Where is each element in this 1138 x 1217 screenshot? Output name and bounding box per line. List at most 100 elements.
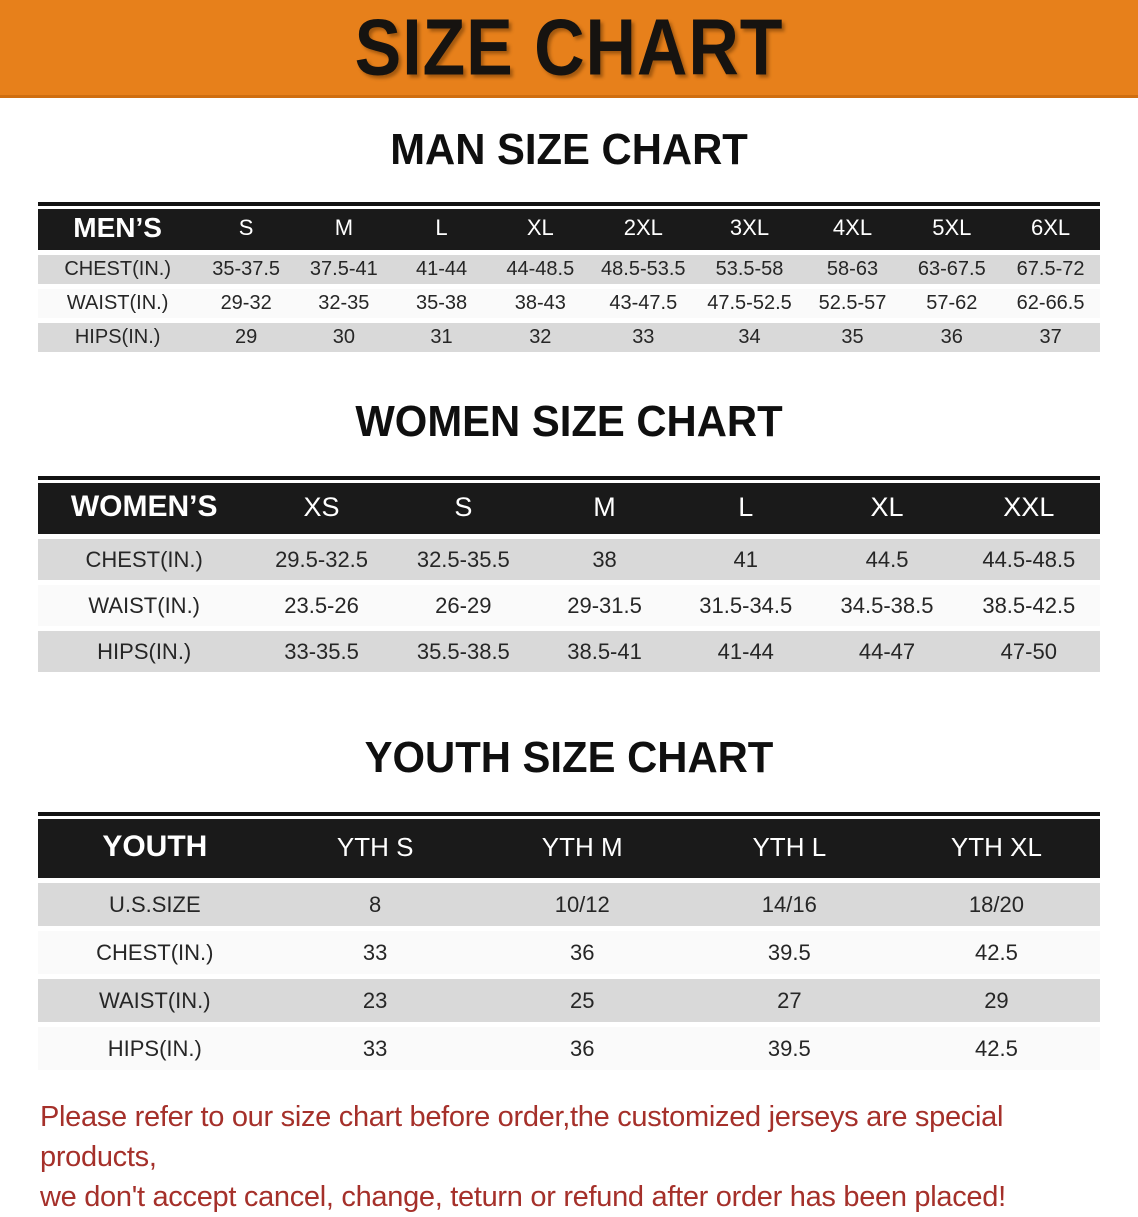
women-cell: 34.5-38.5 bbox=[816, 585, 958, 626]
men-cell: 37 bbox=[1001, 323, 1100, 352]
women-cell: 23.5-26 bbox=[250, 585, 393, 626]
men-cell: 47.5-52.5 bbox=[696, 289, 803, 318]
men-cell: 52.5-57 bbox=[802, 289, 903, 318]
men-cell: 31 bbox=[392, 323, 491, 352]
women-col-header: XXL bbox=[957, 476, 1100, 534]
women-cell: 33-35.5 bbox=[250, 631, 393, 672]
women-cell: 38 bbox=[533, 539, 676, 580]
women-cell: 26-29 bbox=[392, 585, 534, 626]
women-col-header: XL bbox=[816, 476, 958, 534]
youth-cell: 36 bbox=[478, 1027, 686, 1070]
youth-cell: 39.5 bbox=[685, 1027, 893, 1070]
row-label: CHEST(IN.) bbox=[38, 255, 198, 284]
youth-cell: 23 bbox=[271, 979, 479, 1022]
men-col-header: 6XL bbox=[1001, 202, 1100, 250]
men-size-table: MEN’S S M L XL 2XL 3XL 4XL 5XL 6XL CHEST… bbox=[38, 197, 1100, 357]
women-col-header: L bbox=[675, 476, 817, 534]
women-cell: 38.5-41 bbox=[533, 631, 676, 672]
youth-cell: 29 bbox=[892, 979, 1100, 1022]
men-cell: 32 bbox=[490, 323, 591, 352]
men-cell: 58-63 bbox=[802, 255, 903, 284]
men-cell: 30 bbox=[295, 323, 393, 352]
row-label: U.S.SIZE bbox=[38, 883, 272, 926]
men-col-header: 2XL bbox=[590, 202, 697, 250]
row-label: HIPS(IN.) bbox=[38, 323, 198, 352]
men-cell: 37.5-41 bbox=[295, 255, 393, 284]
men-chest-row: CHEST(IN.) 35-37.5 37.5-41 41-44 44-48.5… bbox=[38, 255, 1100, 284]
youth-header-row: YOUTH YTH S YTH M YTH L YTH XL bbox=[38, 812, 1100, 878]
women-cell: 44.5-48.5 bbox=[957, 539, 1100, 580]
men-cell: 36 bbox=[902, 323, 1002, 352]
youth-waist-row: WAIST(IN.) 23 25 27 29 bbox=[38, 979, 1100, 1022]
women-cell: 38.5-42.5 bbox=[957, 585, 1100, 626]
row-label: WAIST(IN.) bbox=[38, 289, 198, 318]
men-table-label: MEN’S bbox=[38, 202, 198, 250]
women-waist-row: WAIST(IN.) 23.5-26 26-29 29-31.5 31.5-34… bbox=[38, 585, 1100, 626]
women-header-row: WOMEN’S XS S M L XL XXL bbox=[38, 476, 1100, 534]
men-cell: 67.5-72 bbox=[1001, 255, 1100, 284]
men-cell: 62-66.5 bbox=[1001, 289, 1100, 318]
youth-cell: 39.5 bbox=[685, 931, 893, 974]
women-cell: 32.5-35.5 bbox=[392, 539, 534, 580]
women-section-heading: WOMEN SIZE CHART bbox=[355, 397, 783, 446]
youth-cell: 42.5 bbox=[892, 931, 1100, 974]
youth-chest-row: CHEST(IN.) 33 36 39.5 42.5 bbox=[38, 931, 1100, 974]
men-col-header: L bbox=[392, 202, 491, 250]
women-cell: 35.5-38.5 bbox=[392, 631, 534, 672]
men-cell: 33 bbox=[590, 323, 697, 352]
men-cell: 63-67.5 bbox=[902, 255, 1002, 284]
women-cell: 47-50 bbox=[957, 631, 1100, 672]
women-hips-row: HIPS(IN.) 33-35.5 35.5-38.5 38.5-41 41-4… bbox=[38, 631, 1100, 672]
men-cell: 29 bbox=[197, 323, 295, 352]
men-cell: 29-32 bbox=[197, 289, 295, 318]
women-col-header: M bbox=[533, 476, 676, 534]
men-waist-row: WAIST(IN.) 29-32 32-35 35-38 38-43 43-47… bbox=[38, 289, 1100, 318]
men-cell: 35-38 bbox=[392, 289, 491, 318]
men-col-header: 3XL bbox=[696, 202, 803, 250]
men-col-header: S bbox=[197, 202, 295, 250]
youth-col-header: YTH XL bbox=[892, 812, 1100, 878]
women-col-header: XS bbox=[250, 476, 393, 534]
youth-col-header: YTH S bbox=[271, 812, 479, 878]
youth-cell: 42.5 bbox=[892, 1027, 1100, 1070]
youth-cell: 10/12 bbox=[478, 883, 686, 926]
youth-cell: 33 bbox=[271, 1027, 479, 1070]
women-chest-row: CHEST(IN.) 29.5-32.5 32.5-35.5 38 41 44.… bbox=[38, 539, 1100, 580]
men-cell: 48.5-53.5 bbox=[590, 255, 697, 284]
men-col-header: 5XL bbox=[902, 202, 1002, 250]
women-cell: 41 bbox=[675, 539, 817, 580]
women-col-header: S bbox=[392, 476, 534, 534]
men-col-header: 4XL bbox=[802, 202, 903, 250]
men-header-row: MEN’S S M L XL 2XL 3XL 4XL 5XL 6XL bbox=[38, 202, 1100, 250]
men-cell: 35 bbox=[802, 323, 903, 352]
men-col-header: XL bbox=[490, 202, 591, 250]
men-cell: 41-44 bbox=[392, 255, 491, 284]
youth-size-table: YOUTH YTH S YTH M YTH L YTH XL U.S.SIZE … bbox=[38, 807, 1100, 1075]
youth-cell: 25 bbox=[478, 979, 686, 1022]
women-cell: 29.5-32.5 bbox=[250, 539, 393, 580]
women-cell: 44.5 bbox=[816, 539, 958, 580]
women-cell: 41-44 bbox=[675, 631, 817, 672]
men-cell: 57-62 bbox=[902, 289, 1002, 318]
men-cell: 32-35 bbox=[295, 289, 393, 318]
youth-cell: 8 bbox=[271, 883, 479, 926]
women-cell: 29-31.5 bbox=[533, 585, 676, 626]
row-label: WAIST(IN.) bbox=[38, 585, 251, 626]
youth-cell: 14/16 bbox=[685, 883, 893, 926]
row-label: CHEST(IN.) bbox=[38, 539, 251, 580]
women-cell: 44-47 bbox=[816, 631, 958, 672]
women-cell: 31.5-34.5 bbox=[675, 585, 817, 626]
men-cell: 34 bbox=[696, 323, 803, 352]
women-table-label: WOMEN’S bbox=[38, 476, 251, 534]
women-size-table: WOMEN’S XS S M L XL XXL CHEST(IN.) 29.5-… bbox=[38, 471, 1100, 677]
man-section-heading: MAN SIZE CHART bbox=[390, 125, 748, 174]
row-label: CHEST(IN.) bbox=[38, 931, 272, 974]
row-label: HIPS(IN.) bbox=[38, 1027, 272, 1070]
youth-hips-row: HIPS(IN.) 33 36 39.5 42.5 bbox=[38, 1027, 1100, 1070]
youth-cell: 18/20 bbox=[892, 883, 1100, 926]
men-cell: 43-47.5 bbox=[590, 289, 697, 318]
youth-cell: 33 bbox=[271, 931, 479, 974]
youth-table-label: YOUTH bbox=[38, 812, 272, 878]
disclaimer-line-1: Please refer to our size chart before or… bbox=[40, 1101, 1004, 1174]
youth-cell: 27 bbox=[685, 979, 893, 1022]
